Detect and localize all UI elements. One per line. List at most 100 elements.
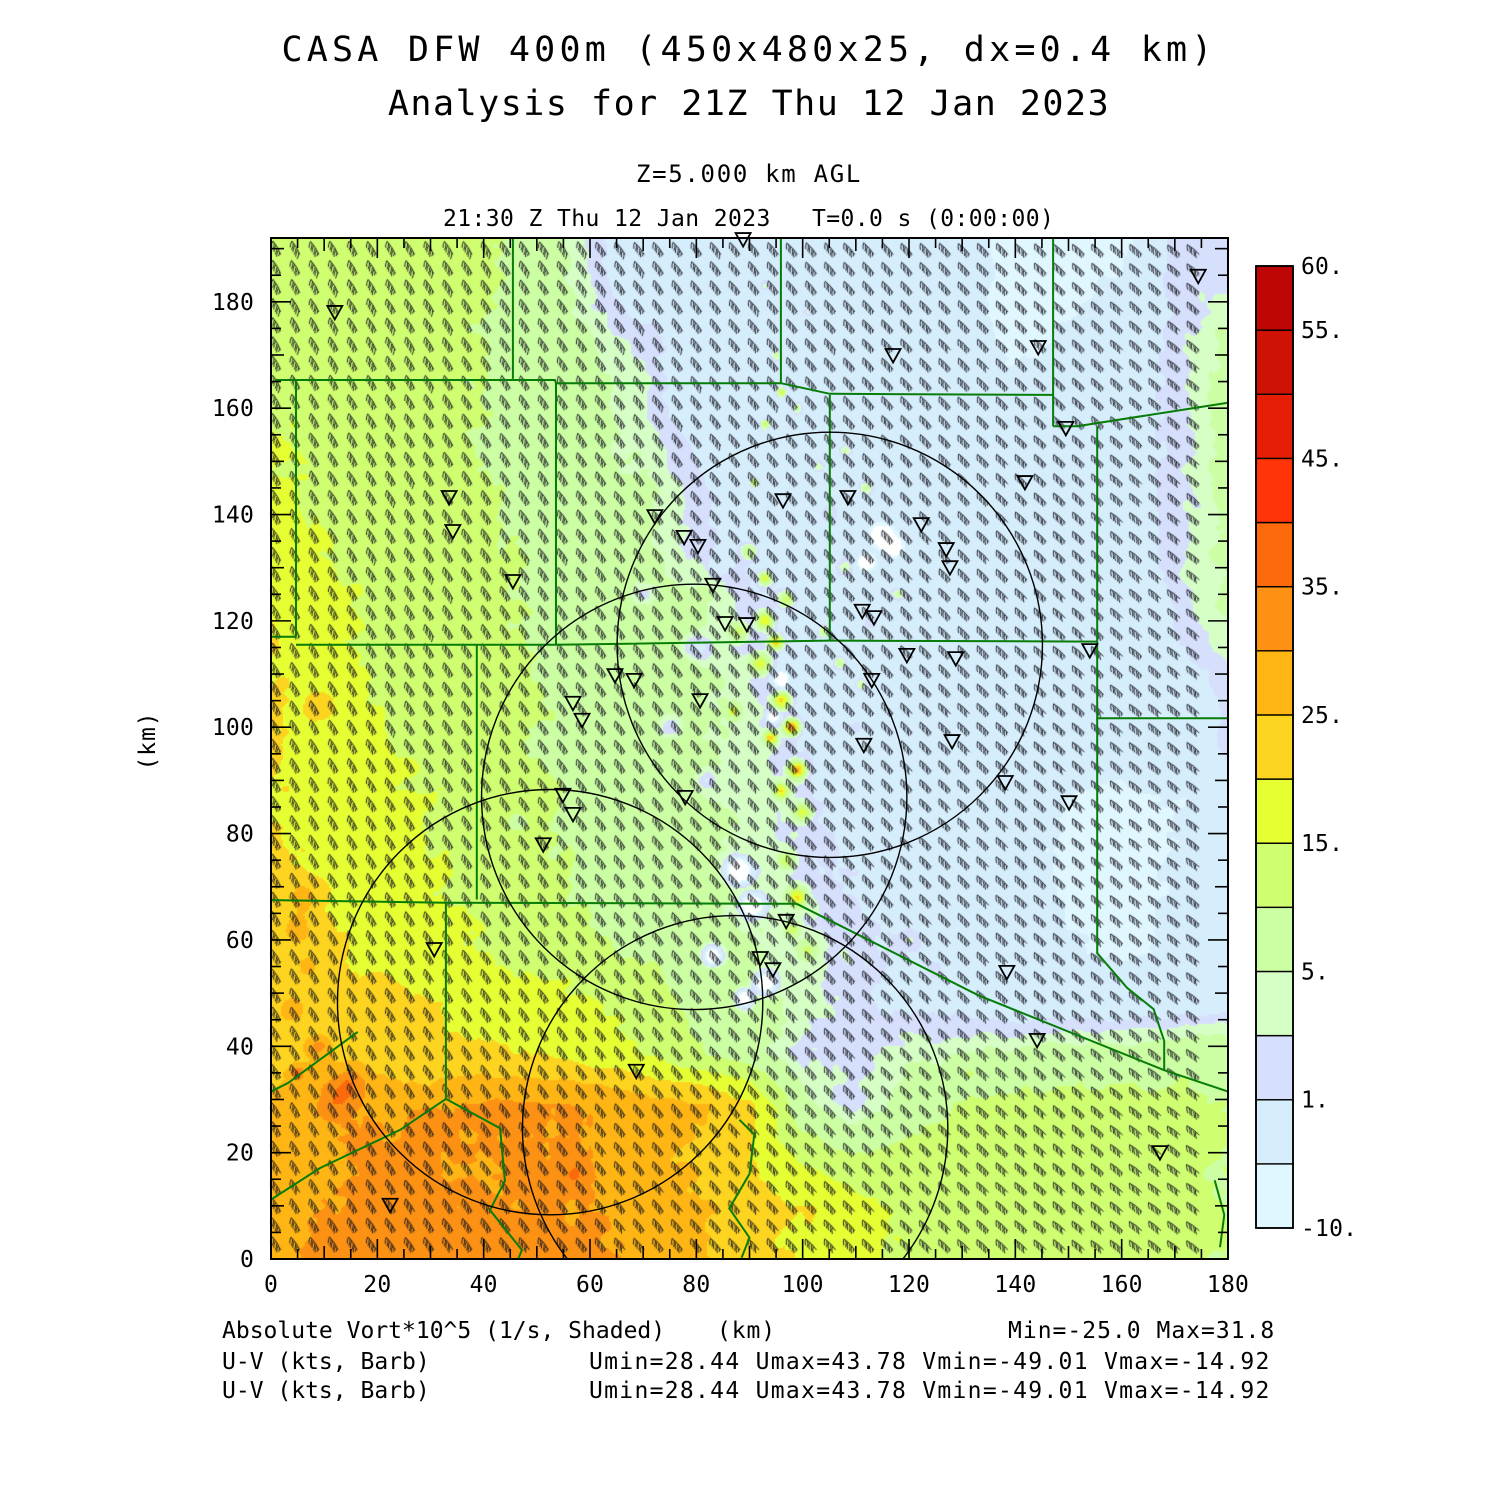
radar-site-marker	[937, 542, 956, 559]
radar-site-marker	[1056, 420, 1075, 438]
county-border-line	[271, 1031, 359, 1092]
radar-site-marker	[691, 693, 710, 710]
county-border-line	[796, 902, 1228, 1093]
colorbar-cell	[1255, 265, 1294, 331]
county-border-line	[780, 382, 1054, 396]
county-border-line	[1213, 1180, 1226, 1248]
footer-wind-stats-2: Umin=28.44 Umax=43.78 Vmin=-49.01 Vmax=-…	[589, 1378, 1271, 1404]
radar-site-marker	[1150, 1145, 1169, 1162]
y-axis-tick-label: 0	[240, 1247, 254, 1273]
colorbar-cell	[1255, 585, 1294, 652]
colorbar-tick-label: 35.	[1301, 575, 1343, 601]
colorbar-cell	[1255, 521, 1294, 588]
radar-site-marker	[862, 673, 881, 690]
colorbar-cell	[1255, 1034, 1294, 1101]
colorbar-tick-label: -10.	[1301, 1216, 1357, 1242]
county-border-line	[272, 899, 797, 905]
radar-site-marker	[1015, 475, 1034, 492]
colorbar-tick-label: 45.	[1301, 446, 1343, 472]
colorbar-tick-label: 1.	[1301, 1088, 1329, 1114]
colorbar-cell	[1255, 1163, 1294, 1229]
radar-site-marker	[854, 737, 873, 755]
x-axis-tick-label: 140	[994, 1272, 1036, 1298]
x-axis-title: (km)	[717, 1318, 776, 1344]
radar-site-marker	[553, 787, 572, 805]
footer-field-minmax: Min=-25.0 Max=31.8	[1008, 1318, 1276, 1344]
radar-site-marker	[572, 712, 592, 730]
vorticity-field-canvas	[257, 224, 1242, 1273]
colorbar-cell	[1255, 970, 1294, 1037]
y-axis-tick-label: 60	[226, 928, 254, 954]
radar-site-marker	[534, 837, 553, 854]
x-axis-tick-label: 160	[1101, 1272, 1143, 1298]
level-label: Z=5.000 km AGL	[635, 160, 863, 188]
radar-site-marker	[864, 610, 883, 627]
radar-site-marker	[838, 490, 857, 507]
plot-border	[270, 237, 1229, 1260]
x-axis-tick-label: 0	[264, 1272, 278, 1298]
radar-site-marker	[734, 232, 753, 249]
radar-range-ring	[480, 583, 908, 1011]
colorbar-tick-label: 55.	[1301, 318, 1343, 344]
radar-site-marker	[940, 560, 959, 577]
y-axis-tick-label: 140	[212, 503, 254, 529]
radar-site-marker	[884, 348, 903, 365]
colorbar-cell	[1255, 329, 1294, 395]
footer-wind-label-2: U-V (kts, Barb)	[222, 1378, 430, 1404]
y-axis-tick-label: 100	[212, 715, 254, 741]
radar-site-marker	[605, 668, 625, 685]
radar-site-marker	[381, 1197, 400, 1215]
radar-site-marker	[627, 1063, 646, 1081]
colorbar-cell	[1255, 650, 1294, 716]
y-axis-tick-label: 40	[226, 1034, 254, 1060]
colorbar-tick-label: 15.	[1301, 831, 1343, 857]
x-axis-tick-label: 40	[470, 1272, 498, 1298]
radar-site-marker	[425, 942, 444, 959]
y-axis-tick-label: 20	[226, 1141, 254, 1167]
radar-site-marker	[751, 951, 770, 968]
county-border-line	[1096, 641, 1228, 720]
county-border-line	[271, 1098, 447, 1200]
radar-site-marker	[625, 673, 644, 690]
radar-site-marker	[325, 305, 344, 322]
colorbar-cell	[1255, 1099, 1294, 1165]
footer-wind-stats-1: Umin=28.44 Umax=43.78 Vmin=-49.01 Vmax=-…	[589, 1349, 1271, 1375]
y-axis-tick-label: 80	[226, 822, 254, 848]
colorbar-frame	[1255, 265, 1294, 1229]
radar-site-marker	[443, 524, 462, 541]
footer-wind-label-1: U-V (kts, Barb)	[222, 1349, 430, 1375]
radar-site-marker	[675, 529, 694, 547]
radar-site-marker	[1060, 795, 1079, 812]
radar-site-marker	[773, 493, 793, 510]
radar-range-ring	[616, 431, 1044, 859]
radar-site-marker	[997, 964, 1016, 982]
y-axis-title: (km)	[135, 711, 161, 771]
radar-site-marker	[563, 695, 583, 713]
radar-site-marker	[503, 574, 522, 591]
x-axis-tick-label: 80	[682, 1272, 710, 1298]
radar-site-marker	[676, 789, 695, 807]
radar-site-marker	[943, 734, 962, 751]
colorbar-tick-label: 5.	[1301, 959, 1329, 985]
colorbar-cell	[1255, 393, 1294, 460]
radar-site-marker	[1028, 1033, 1047, 1050]
county-border-line	[275, 379, 781, 385]
radar-site-marker	[996, 775, 1015, 792]
x-axis-tick-label: 180	[1207, 1272, 1249, 1298]
radar-site-marker	[763, 962, 782, 979]
colorbar-tick-label: 60.	[1301, 254, 1343, 280]
radar-site-marker	[645, 509, 664, 526]
county-border-line	[296, 639, 1098, 646]
radar-site-marker	[946, 651, 965, 668]
radar-site-marker	[563, 807, 583, 824]
radar-site-marker	[912, 517, 931, 534]
x-axis-tick-label: 60	[576, 1272, 604, 1298]
radar-site-marker	[703, 577, 722, 595]
radar-site-marker	[688, 538, 707, 556]
county-border-line	[1053, 401, 1228, 428]
y-axis-tick-label: 180	[212, 290, 254, 316]
colorbar-tick-label: 25.	[1301, 703, 1343, 729]
x-axis-tick-label: 100	[782, 1272, 824, 1298]
colorbar-cell	[1255, 778, 1294, 844]
radar-site-marker	[1029, 340, 1048, 357]
